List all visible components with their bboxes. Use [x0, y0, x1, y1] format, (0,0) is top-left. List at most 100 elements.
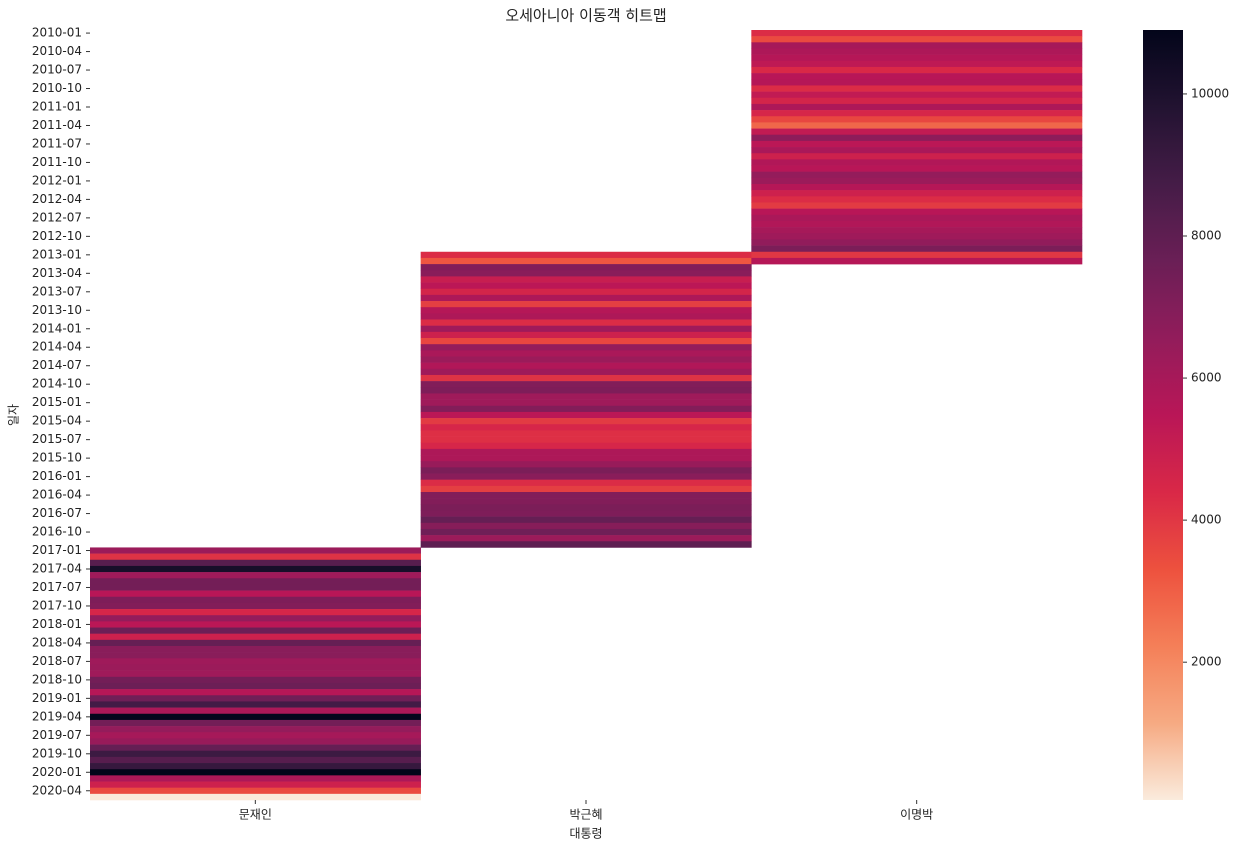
y-tick-label: 2013-07: [32, 284, 82, 298]
heatmap-cell: [420, 405, 752, 413]
y-tick-label: 2011-10: [32, 155, 82, 169]
y-tick-label: 2010-01: [32, 26, 82, 40]
heatmap-cell: [420, 473, 752, 480]
heatmap-cell: [90, 701, 421, 708]
heatmap-cell: [420, 424, 752, 431]
heatmap-cell: [90, 676, 421, 684]
heatmap-cell: [751, 60, 1083, 68]
heatmap-cell: [420, 338, 752, 345]
heatmap-cell: [751, 214, 1083, 222]
heatmap-cell: [90, 664, 421, 671]
heatmap-cell: [420, 479, 752, 487]
y-tick-label: 2019-10: [32, 746, 82, 760]
heatmap-cell: [90, 652, 421, 659]
x-tick-label: 문재인: [239, 808, 272, 822]
heatmap-cell: [420, 301, 752, 308]
heatmap-cell: [751, 177, 1083, 185]
heatmap-cell: [90, 609, 421, 616]
heatmap-cell: [420, 535, 752, 542]
heatmap-cell: [90, 584, 421, 591]
heatmap-cell: [751, 91, 1083, 99]
y-tick-label: 2016-01: [32, 469, 82, 483]
heatmap-cell: [751, 30, 1083, 37]
heatmap-cell: [751, 245, 1083, 253]
y-tick-label: 2019-04: [32, 709, 82, 723]
heatmap-cell: [90, 602, 421, 610]
x-tick-label: 박근혜: [569, 808, 602, 822]
heatmap-cell: [90, 769, 421, 776]
heatmap-cell: [751, 79, 1083, 86]
heatmap-cell: [751, 233, 1083, 240]
y-tick-label: 2018-01: [32, 617, 82, 631]
y-tick-label: 2018-10: [32, 672, 82, 686]
heatmap-cell: [90, 682, 421, 690]
heatmap-cell: [420, 516, 752, 524]
y-tick-label: 2010-04: [32, 44, 82, 58]
heatmap-cell: [420, 257, 752, 265]
heatmap-cell: [90, 744, 421, 752]
chart-title: 오세아니아 이동객 히트맵: [505, 7, 666, 25]
heatmap-cell: [751, 202, 1083, 209]
heatmap-cell: [90, 553, 421, 561]
colorbar-tick-label: 2000: [1191, 655, 1222, 669]
colorbar-tick-label: 6000: [1191, 371, 1222, 385]
heatmap-cell: [751, 220, 1083, 228]
heatmap-cell: [420, 325, 752, 333]
heatmap-cell: [90, 756, 421, 764]
heatmap-cell: [420, 442, 752, 450]
heatmap-cell: [420, 374, 752, 382]
y-tick-label: 2015-04: [32, 414, 82, 428]
heatmap-cell: [90, 627, 421, 634]
heatmap-cell: [751, 190, 1083, 197]
heatmap-cell: [90, 738, 421, 745]
y-tick-label: 2011-01: [32, 100, 82, 114]
heatmap-cell: [420, 467, 752, 474]
y-tick-label: 2014-01: [32, 321, 82, 335]
y-tick-label: 2015-10: [32, 451, 82, 465]
heatmap-cell: [420, 350, 752, 357]
heatmap-cell: [751, 159, 1083, 166]
heatmap-cell: [420, 381, 752, 388]
heatmap-cell: [420, 387, 752, 394]
heatmap-cell: [420, 528, 752, 536]
heatmap-cell: [751, 134, 1083, 142]
heatmap-cell: [751, 103, 1083, 111]
heatmap-cell: [420, 270, 752, 277]
heatmap-cell: [420, 307, 752, 314]
heatmap-cell: [420, 399, 752, 407]
heatmap-cell: [90, 658, 421, 665]
heatmap-cell: [751, 128, 1083, 136]
y-tick-label: 2017-07: [32, 580, 82, 594]
heatmap-cell: [420, 461, 752, 468]
heatmap-cell: [90, 713, 421, 721]
heatmap-cell: [90, 572, 421, 579]
heatmap-cell: [751, 171, 1083, 179]
y-tick-label: 2020-01: [32, 765, 82, 779]
heatmap-cell: [751, 36, 1083, 43]
heatmap-cell: [420, 430, 752, 437]
heatmap-cell: [751, 122, 1083, 129]
heatmap-cell: [90, 590, 421, 598]
y-tick-label: 2016-04: [32, 488, 82, 502]
y-tick-label: 2012-10: [32, 229, 82, 243]
heatmap-cell: [420, 362, 752, 370]
y-tick-label: 2020-04: [32, 783, 82, 797]
heatmap-cell: [420, 282, 752, 290]
heatmap-cell: [90, 763, 421, 770]
heatmap-cell: [90, 547, 421, 554]
heatmap-cell: [751, 54, 1083, 62]
heatmap-cell: [751, 147, 1083, 154]
y-tick-label: 2015-01: [32, 395, 82, 409]
heatmap-cell: [420, 393, 752, 400]
y-tick-label: 2015-07: [32, 432, 82, 446]
heatmap-cell: [420, 492, 752, 499]
y-tick-label: 2011-04: [32, 118, 82, 132]
heatmap-cell: [420, 418, 752, 425]
x-axis-label: 대통령: [569, 827, 602, 841]
heatmap-cell: [90, 726, 421, 733]
heatmap-cell: [90, 633, 421, 641]
heatmap-cell: [751, 239, 1083, 246]
heatmap-cell: [420, 313, 752, 320]
heatmap-cell: [420, 264, 752, 271]
